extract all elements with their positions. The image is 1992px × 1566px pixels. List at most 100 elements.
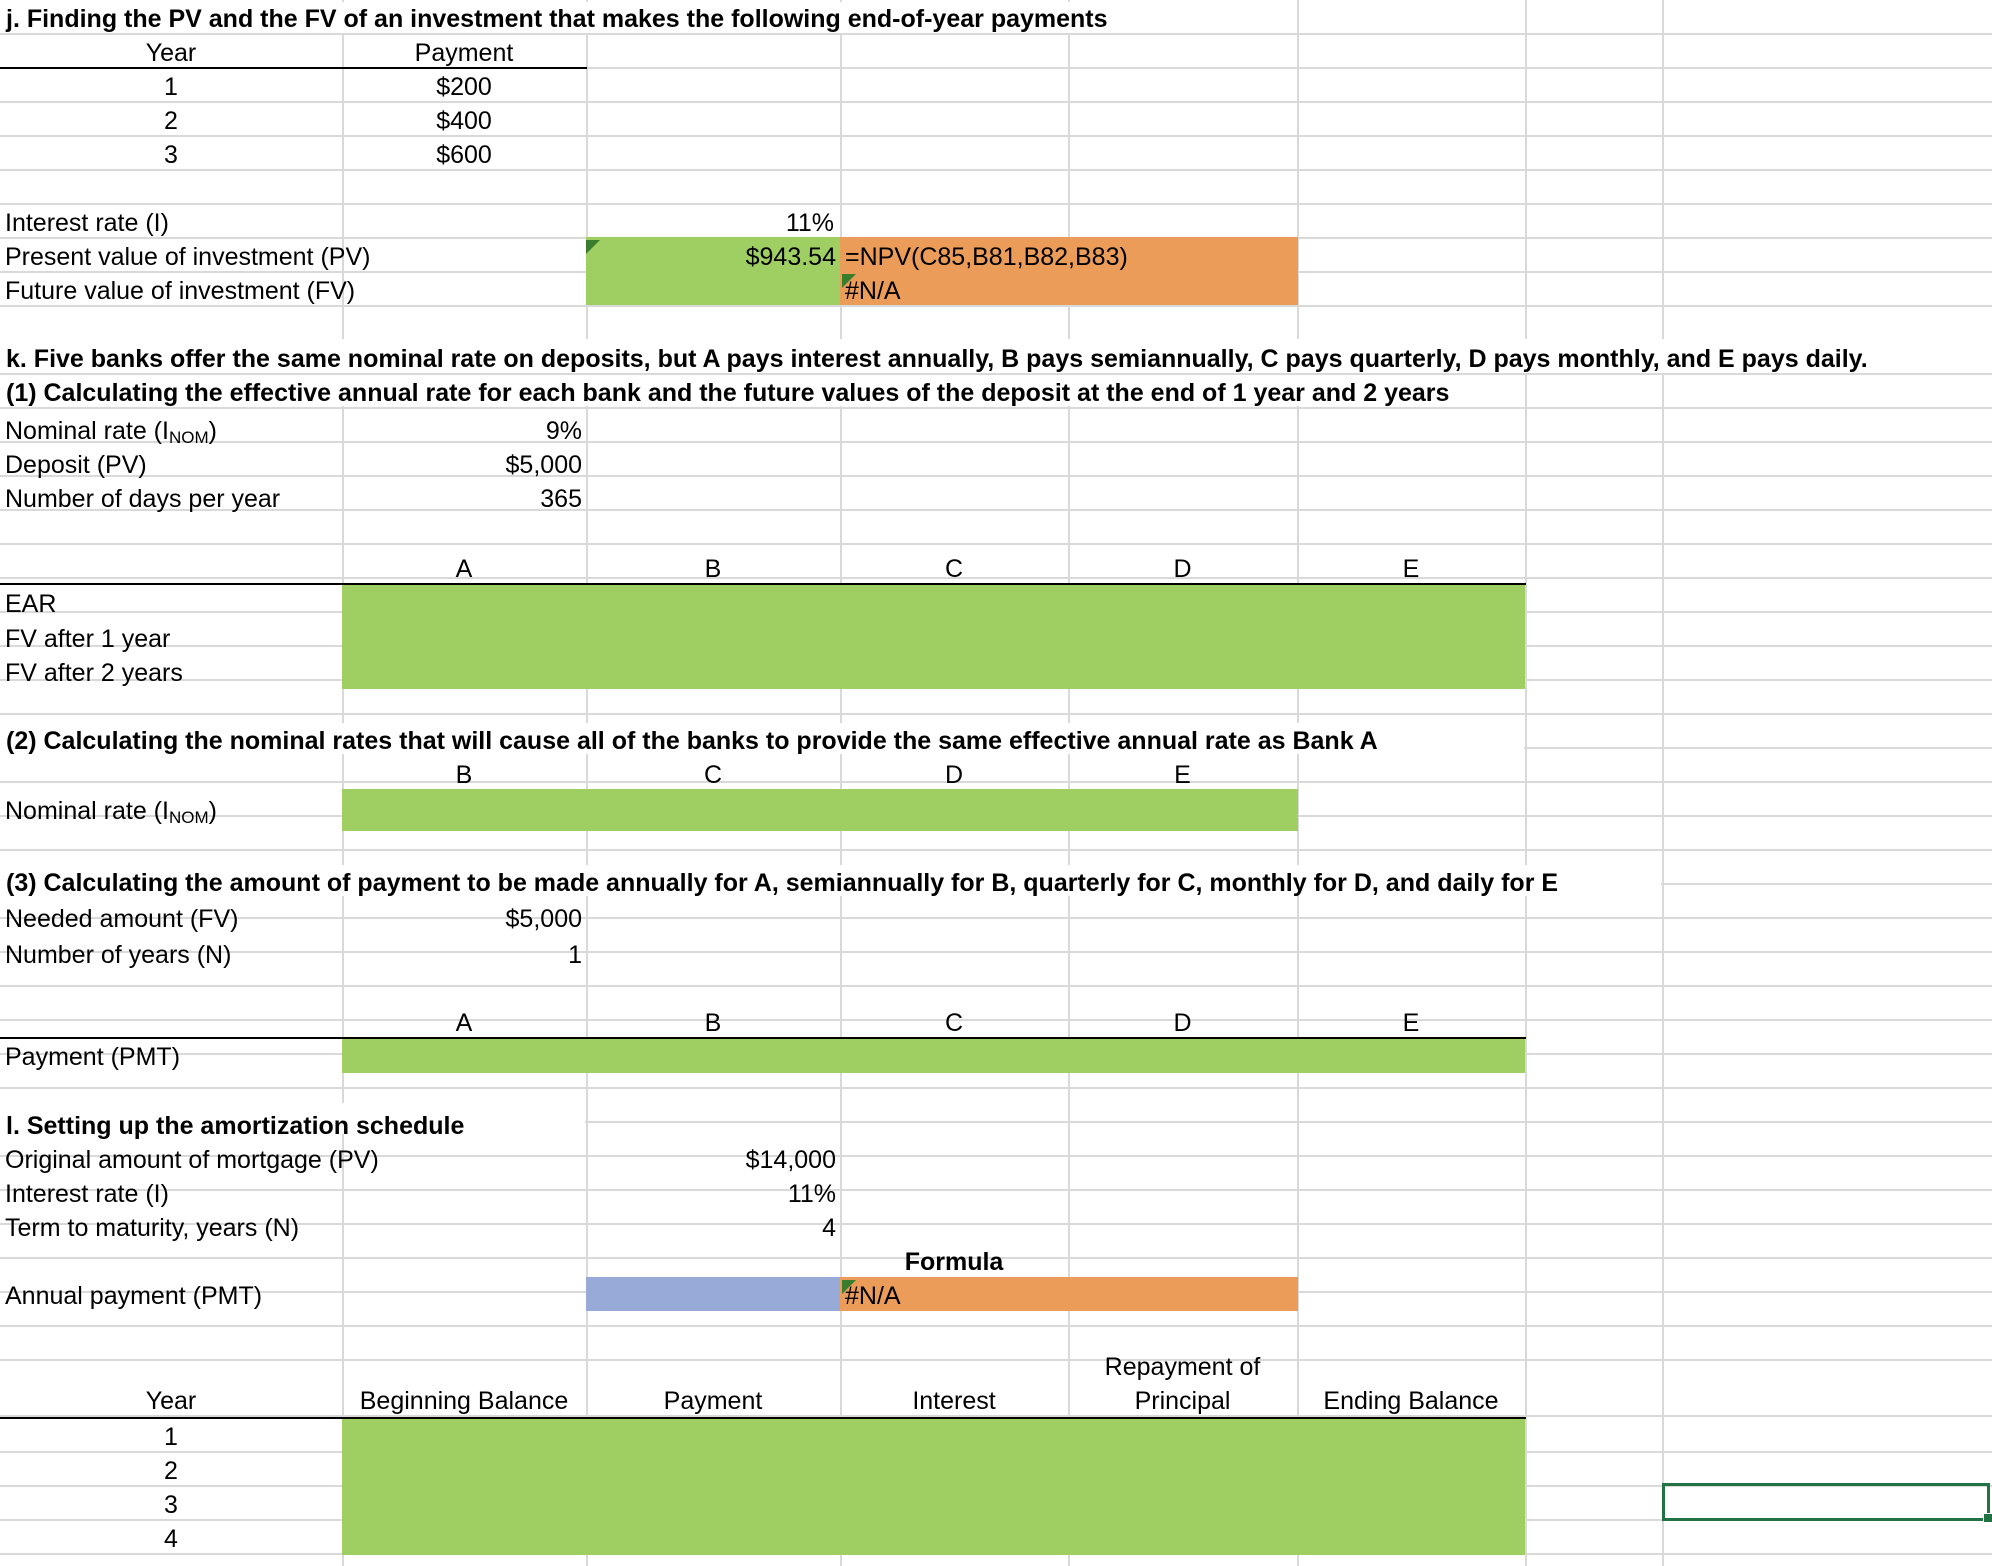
pv-fv-input-cells[interactable] <box>586 237 840 305</box>
amortization-input-block[interactable] <box>342 1419 1525 1555</box>
gridline <box>0 509 1992 511</box>
year-cell[interactable]: 3 <box>164 141 178 169</box>
bank-d-header: D <box>1173 555 1192 583</box>
annual-payment-formula-cell[interactable] <box>840 1277 1298 1311</box>
term-label: Term to maturity, years (N) <box>5 1214 300 1242</box>
gridline <box>342 0 344 1566</box>
deposit-value[interactable]: $5,000 <box>505 451 582 479</box>
amortization-year-cell[interactable]: 4 <box>164 1525 178 1553</box>
repayment-header-line2: Principal <box>1134 1387 1231 1415</box>
fv-label: Future value of investment (FV) <box>5 277 356 305</box>
needed-amount-value[interactable]: $5,000 <box>505 905 582 933</box>
ending-balance-header: Ending Balance <box>1323 1387 1499 1415</box>
needed-amount-label: Needed amount (FV) <box>5 905 239 933</box>
interest-column-header: Interest <box>912 1387 996 1415</box>
years-value[interactable]: 1 <box>568 941 582 969</box>
bank-c-header: C <box>944 1009 964 1037</box>
days-value[interactable]: 365 <box>540 485 582 513</box>
amortization-year-cell[interactable]: 3 <box>164 1491 178 1519</box>
mortgage-amount-value[interactable]: $14,000 <box>745 1146 836 1174</box>
annual-payment-input-cell[interactable] <box>586 1277 840 1311</box>
interest-rate-label: Interest rate (I) <box>5 209 169 237</box>
gridline <box>0 475 1992 477</box>
ear-label: EAR <box>5 590 57 618</box>
gridline <box>0 1257 1992 1259</box>
fv2-label: FV after 2 years <box>5 659 183 687</box>
beginning-balance-header: Beginning Balance <box>359 1387 569 1415</box>
gridline <box>0 203 1992 205</box>
part2-title: (2) Calculating the nominal rates that w… <box>6 727 1378 755</box>
term-value[interactable]: 4 <box>822 1214 836 1242</box>
title-row-bg <box>0 865 1661 896</box>
pv-fv-formula-cells[interactable] <box>840 237 1298 305</box>
error-indicator <box>586 240 600 254</box>
payment-cell[interactable]: $200 <box>436 73 492 101</box>
gridline <box>586 0 588 1566</box>
gridline <box>0 67 1992 69</box>
gridline <box>0 407 1992 409</box>
gridline <box>0 101 1992 103</box>
gridline <box>0 1121 1992 1123</box>
part2-nominal-label: Nominal rate (INOM) <box>5 797 217 827</box>
gridline <box>0 441 1992 443</box>
payment-cell[interactable]: $600 <box>436 141 492 169</box>
year-cell[interactable]: 2 <box>164 107 178 135</box>
mortgage-rate-value[interactable]: 11% <box>787 1180 836 1208</box>
year-cell[interactable]: 1 <box>164 73 178 101</box>
gridline <box>0 951 1992 953</box>
amortization-year-cell[interactable]: 2 <box>164 1457 178 1485</box>
header-border <box>0 1037 1526 1039</box>
section-j-title: j. Finding the PV and the FV of an inves… <box>6 5 1108 33</box>
year-header: Year <box>145 39 197 67</box>
gridline <box>1662 0 1664 1566</box>
payment-cell[interactable]: $400 <box>436 107 492 135</box>
bank-d-header: D <box>944 761 964 789</box>
gridline <box>1068 0 1070 1566</box>
bank-b-header: B <box>455 761 473 789</box>
nominal-rate-value[interactable]: 9% <box>545 417 582 445</box>
gridline <box>0 373 1992 375</box>
fv-error-value[interactable]: #N/A <box>845 277 901 305</box>
pv-label: Present value of investment (PV) <box>5 243 371 271</box>
formula-header: Formula <box>904 1248 1004 1276</box>
deposit-label: Deposit (PV) <box>5 451 147 479</box>
bank-a-header: A <box>455 555 473 583</box>
header-border <box>0 1417 1526 1419</box>
bank-e-header: E <box>1402 1009 1420 1037</box>
days-label: Number of days per year <box>5 485 281 513</box>
annual-payment-error-value[interactable]: #N/A <box>845 1282 901 1310</box>
gridline <box>0 1359 1992 1361</box>
bank-c-header: C <box>944 555 964 583</box>
title-row-bg <box>0 1103 585 1134</box>
part3-title: (3) Calculating the amount of payment to… <box>6 869 1559 897</box>
gridline <box>0 1019 1992 1021</box>
gridline <box>0 849 1992 851</box>
gridline <box>0 135 1992 137</box>
gridline <box>0 577 1992 579</box>
interest-rate-value[interactable]: 11% <box>785 209 834 237</box>
gridline <box>0 1155 1992 1157</box>
bank-e-header: E <box>1174 761 1191 789</box>
gridline <box>0 1087 1992 1089</box>
ear-fv-input-block[interactable] <box>342 585 1525 689</box>
nominal-rate-input-block[interactable] <box>342 789 1298 831</box>
year-column-header: Year <box>145 1387 197 1415</box>
bank-a-header: A <box>455 1009 473 1037</box>
gridline <box>1525 0 1527 1566</box>
fill-handle[interactable] <box>1983 1513 1992 1523</box>
selected-cell[interactable] <box>1662 1483 1990 1521</box>
bank-b-header: B <box>704 1009 722 1037</box>
pv-formula[interactable]: =NPV(C85,B81,B82,B83) <box>845 243 1128 271</box>
bank-d-header: D <box>1173 1009 1192 1037</box>
amortization-year-cell[interactable]: 1 <box>164 1423 178 1451</box>
pv-value[interactable]: $943.54 <box>745 243 836 271</box>
gridline <box>0 917 1992 919</box>
gridline <box>0 1223 1992 1225</box>
gridline <box>0 1325 1992 1327</box>
bank-c-header: C <box>703 761 723 789</box>
payment-column-header: Payment <box>663 1387 763 1415</box>
payment-input-block[interactable] <box>342 1039 1525 1073</box>
annual-payment-label: Annual payment (PMT) <box>5 1282 263 1310</box>
gridline <box>0 33 1992 35</box>
